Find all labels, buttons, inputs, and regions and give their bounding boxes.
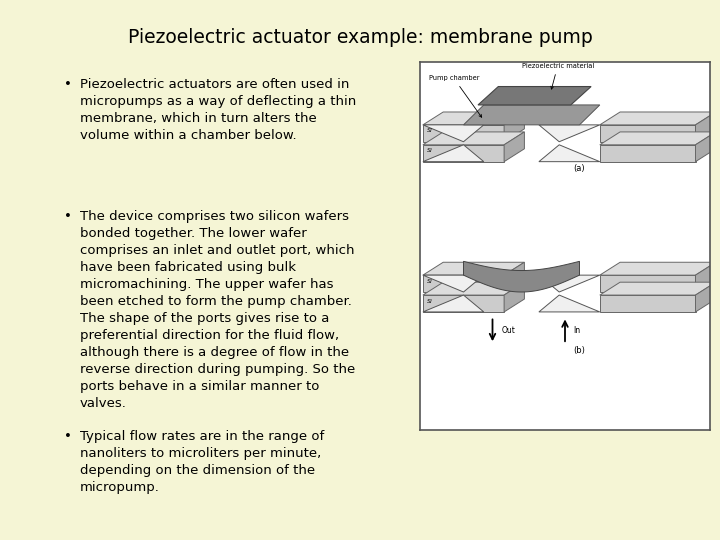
Polygon shape (600, 125, 696, 141)
Polygon shape (423, 275, 484, 292)
Polygon shape (539, 145, 600, 161)
Text: •: • (64, 210, 72, 223)
Polygon shape (423, 145, 504, 161)
Text: Pump chamber: Pump chamber (428, 76, 482, 117)
Text: The device comprises two silicon wafers
bonded together. The lower wafer
compris: The device comprises two silicon wafers … (80, 210, 355, 410)
Polygon shape (600, 145, 696, 161)
Polygon shape (504, 132, 524, 161)
Text: In: In (574, 326, 581, 335)
Polygon shape (696, 112, 716, 141)
Polygon shape (423, 295, 484, 312)
Text: Piezoelectric material: Piezoelectric material (521, 63, 594, 89)
Polygon shape (600, 112, 716, 125)
Polygon shape (696, 282, 716, 312)
Polygon shape (423, 125, 504, 141)
Polygon shape (423, 262, 524, 275)
Polygon shape (423, 125, 484, 141)
Polygon shape (504, 282, 524, 312)
Polygon shape (423, 112, 524, 125)
Text: Out: Out (501, 326, 515, 335)
Polygon shape (504, 112, 524, 141)
Polygon shape (423, 282, 524, 295)
Text: (a): (a) (574, 164, 585, 173)
Polygon shape (478, 86, 591, 105)
Text: •: • (64, 430, 72, 443)
Polygon shape (600, 275, 696, 292)
Text: Si: Si (427, 148, 433, 153)
Polygon shape (504, 262, 524, 292)
Text: Si: Si (427, 279, 433, 284)
Text: Si: Si (427, 299, 433, 303)
Text: Si: Si (427, 129, 433, 133)
Polygon shape (423, 295, 504, 312)
Polygon shape (423, 145, 484, 161)
Polygon shape (539, 275, 600, 292)
Polygon shape (464, 105, 600, 125)
Polygon shape (464, 261, 580, 292)
Text: Piezoelectric actuators are often used in
micropumps as a way of deflecting a th: Piezoelectric actuators are often used i… (80, 78, 356, 142)
Polygon shape (696, 262, 716, 292)
Text: Typical flow rates are in the range of
nanoliters to microliters per minute,
dep: Typical flow rates are in the range of n… (80, 430, 324, 494)
Polygon shape (600, 282, 716, 295)
Text: Piezoelectric actuator example: membrane pump: Piezoelectric actuator example: membrane… (127, 28, 593, 47)
Polygon shape (600, 132, 716, 145)
Polygon shape (539, 125, 600, 141)
Text: •: • (64, 78, 72, 91)
Polygon shape (423, 132, 524, 145)
Polygon shape (600, 262, 716, 275)
Polygon shape (539, 295, 600, 312)
Text: (b): (b) (574, 346, 585, 355)
Polygon shape (423, 275, 504, 292)
Polygon shape (696, 132, 716, 161)
Polygon shape (600, 295, 696, 312)
